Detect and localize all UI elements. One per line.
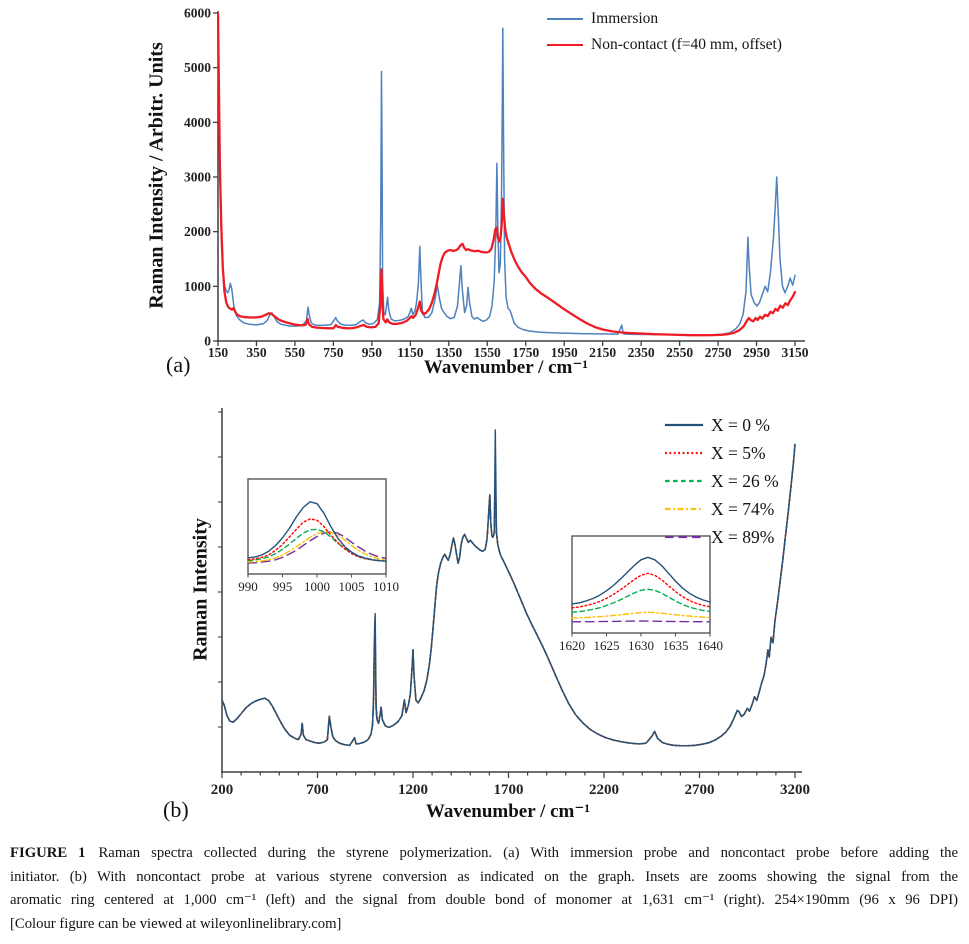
legend-label: X = 0 %	[711, 414, 770, 435]
legend-label: X = 89%	[711, 526, 775, 547]
panel-a-x-tick-label: 750	[323, 345, 344, 360]
legend-line-sample	[547, 44, 583, 46]
spectrum-line	[217, 12, 796, 336]
figure-caption-line-4: [Colour figure can be viewed at wileyonl…	[10, 915, 342, 932]
panel-a-x-tick-label: 950	[362, 345, 383, 360]
panel-a-y-tick-label: 1000	[184, 279, 211, 294]
panel-a-legend: Immersion Non-contact (f=40 mm, offset)	[546, 6, 782, 58]
legend-item-immersion: Immersion	[546, 6, 782, 32]
figure-caption-line-2: initiator. (b) With noncontact probe at …	[10, 868, 958, 885]
panel-a-x-tick-label: 2750	[705, 345, 732, 360]
spectrum-line	[247, 531, 387, 563]
panel-a-x-axis-title: Wavenumber / cm⁻¹	[423, 357, 589, 378]
panel-a-x-tick-label: 1750	[512, 345, 539, 360]
panel-a-x-tick-label: 150	[208, 345, 229, 360]
legend-item-x-74: X = 74%	[664, 495, 779, 523]
legend-item-non-contact-f-40-mm-offset: Non-contact (f=40 mm, offset)	[546, 32, 782, 58]
panel-b-x-tick-label: 2700	[685, 782, 715, 798]
panel-b-letter: (b)	[163, 797, 189, 822]
panel-b-x-tick-label: 1200	[398, 782, 428, 798]
inset-x-tick-label: 1630	[628, 638, 654, 653]
spectrum-line	[571, 620, 711, 623]
spectrum-line	[571, 556, 711, 605]
figure-caption-line-3: aromatic ring centered at 1,000 cm⁻¹ (le…	[10, 892, 958, 908]
legend-label: X = 26 %	[711, 470, 779, 491]
legend-label: X = 74%	[711, 498, 775, 519]
panel-b-x-tick-label: 3200	[780, 782, 810, 798]
figure-caption: FIGURE 1 Raman spectra collected during t…	[10, 842, 958, 936]
panel-b-x-tick-label: 200	[211, 782, 234, 798]
panel-a-letter: (a)	[166, 352, 191, 377]
spectra-plot-canvas: 150 350 550 750 950 1150 1350 1550 1750 1950 2150 2…	[184, 6, 810, 799]
panel-a-y-tick-label: 2000	[184, 224, 211, 239]
panel-b-x-axis-title: Wavenumber / cm⁻¹	[425, 801, 591, 822]
legend-line-sample	[665, 451, 703, 455]
spectrum-line	[247, 531, 387, 564]
panel-a-y-tick-label: 3000	[184, 170, 211, 185]
spectrum-line	[247, 518, 387, 562]
panel-a-x-tick-label: 1350	[435, 345, 462, 360]
inset-x-tick-label: 1010	[373, 579, 399, 594]
panel-a-x-tick-label: 1150	[397, 345, 424, 360]
figure-caption-tag: FIGURE 1	[10, 845, 86, 861]
panel-b-legend: X = 0 % X = 5% X = 26 % X = 74% X = 89%	[664, 411, 779, 551]
legend-line-sample	[547, 18, 583, 20]
inset-x-tick-label: 1000	[304, 579, 330, 594]
legend-item-x-5: X = 5%	[664, 439, 779, 467]
panel-a-y-tick-label: 5000	[184, 60, 211, 75]
panel-a-x-tick-label: 1950	[551, 345, 578, 360]
legend-label: Non-contact (f=40 mm, offset)	[591, 36, 782, 53]
inset-x-tick-label: 995	[273, 579, 293, 594]
spectrum-line	[221, 429, 796, 747]
inset-x-tick-label: 990	[238, 579, 258, 594]
panel-a-x-tick-label: 2550	[666, 345, 693, 360]
panel-a-y-tick-label: 0	[204, 334, 211, 349]
inset-x-tick-label: 1625	[594, 638, 620, 653]
panel-a-x-tick-label: 2950	[743, 345, 770, 360]
inset-x-tick-label: 1620	[559, 638, 585, 653]
legend-label: Immersion	[591, 10, 659, 27]
panel-b-x-tick-label: 700	[306, 782, 329, 798]
panel-b-x-tick-label: 2200	[589, 782, 619, 798]
legend-line-sample	[665, 479, 703, 483]
panel-b-y-axis-title: Raman Intensity	[189, 518, 212, 661]
legend-item-x-0: X = 0 %	[664, 411, 779, 439]
legend-line-sample	[665, 535, 703, 539]
spectrum-line	[571, 572, 711, 609]
spectrum-line	[571, 611, 711, 619]
legend-item-x-26: X = 26 %	[664, 467, 779, 495]
legend-label: X = 5%	[711, 442, 766, 463]
inset-x-tick-label: 1635	[663, 638, 689, 653]
figure-caption-line-1: FIGURE 1 Raman spectra collected during t…	[10, 845, 959, 861]
spectrum-line	[217, 11, 797, 337]
panel-a-y-tick-label: 6000	[184, 6, 211, 21]
panel-a-x-tick-label: 550	[285, 345, 306, 360]
panel-a-x-tick-label: 2150	[589, 345, 616, 360]
panel-a-y-tick-label: 4000	[184, 115, 211, 130]
legend-line-sample	[665, 423, 703, 427]
panel-b-x-tick-label: 1700	[494, 782, 524, 798]
legend-line-sample	[665, 507, 703, 511]
spectrum-line	[247, 501, 387, 562]
inset-x-tick-label: 1640	[697, 638, 723, 653]
inset-x-tick-label: 1005	[339, 579, 365, 594]
panel-a-x-tick-label: 1550	[474, 345, 501, 360]
panel-a-x-tick-label: 2350	[628, 345, 655, 360]
panel-a-y-axis-title: Raman Intensity / Arbitr. Units	[145, 42, 168, 309]
spectrum-line	[571, 588, 711, 613]
panel-a-x-tick-label: 350	[246, 345, 267, 360]
legend-item-x-89: X = 89%	[664, 523, 779, 551]
panel-a-x-tick-label: 3150	[782, 345, 809, 360]
